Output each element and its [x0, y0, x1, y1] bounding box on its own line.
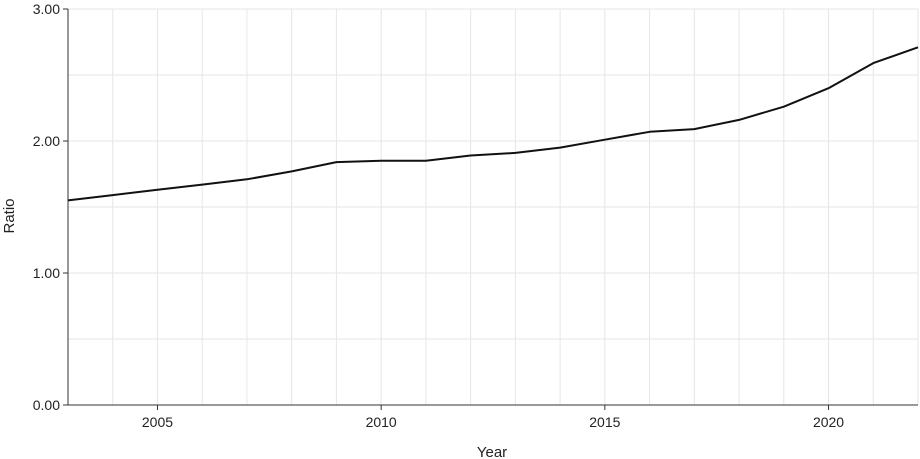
- x-tick-label: 2020: [813, 414, 844, 430]
- x-axis-title: Year: [477, 444, 507, 459]
- y-tick-label: 3.00: [33, 1, 60, 17]
- x-tick-label: 2005: [142, 414, 173, 430]
- grid: [67, 8, 919, 406]
- x-axis-ticks: 2005 2010 2015 2020: [142, 405, 844, 430]
- series-line: [67, 46, 919, 202]
- y-axis-ticks: 0.00 1.00 2.00 3.00: [33, 1, 68, 413]
- axes: [67, 9, 918, 406]
- series-group: [67, 46, 919, 202]
- y-tick-label: 2.00: [33, 133, 60, 149]
- y-axis-title: Ratio: [1, 198, 18, 233]
- y-tick-label: 1.00: [33, 265, 60, 281]
- x-tick-label: 2015: [589, 414, 620, 430]
- x-tick-label: 2010: [366, 414, 397, 430]
- y-tick-label: 0.00: [33, 397, 60, 413]
